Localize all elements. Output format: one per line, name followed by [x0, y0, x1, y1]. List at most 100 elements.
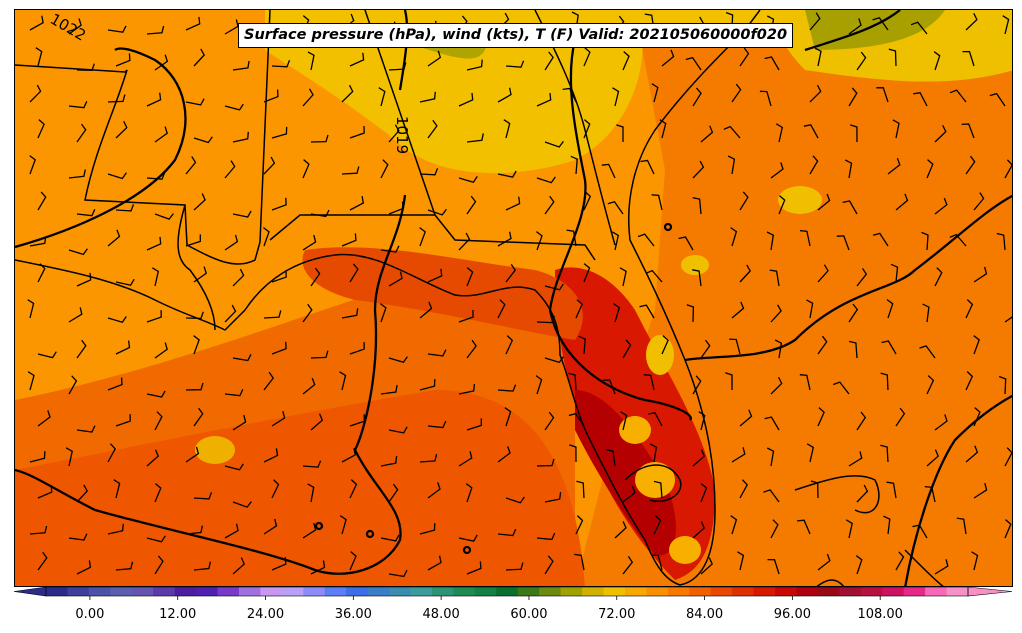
wind-barb: [185, 311, 204, 320]
wind-barb: [770, 376, 783, 395]
wind-barb: [1002, 15, 1010, 35]
wind-barb: [232, 501, 252, 508]
wind-barb: [115, 121, 128, 139]
colorbar-swatch: [260, 587, 283, 596]
wind-barb: [107, 443, 116, 463]
gulf-hot-band: [15, 390, 585, 586]
wind-barb: [817, 335, 828, 355]
wind-barb: [698, 411, 706, 431]
wind-barb: [115, 561, 134, 571]
wind-barb: [880, 372, 889, 391]
wind-barb: [427, 482, 441, 499]
colorbar-swatch: [174, 587, 197, 596]
wind-barb: [154, 342, 168, 359]
wind-barb: [466, 195, 477, 215]
storm-cell: [778, 186, 822, 214]
wind-barb: [35, 47, 43, 67]
wind-barb: [568, 412, 585, 427]
wind-barb: [466, 339, 477, 359]
wind-barb: [185, 16, 201, 31]
wind-barb: [349, 125, 365, 139]
wind-barb: [569, 444, 577, 463]
wind-barb: [107, 229, 121, 247]
wind-barb: [302, 460, 322, 468]
wind-barb: [224, 463, 244, 471]
wind-barb: [29, 15, 44, 31]
wind-barb: [544, 555, 554, 575]
wind-barb: [458, 92, 474, 107]
wind-barb: [620, 411, 628, 431]
wind-barb: [185, 98, 205, 106]
isobar-northeast: [804, 10, 901, 52]
colorbar-tick-label: 84.00: [685, 607, 724, 622]
wind-barb: [817, 553, 831, 571]
colorbar-swatch: [474, 587, 497, 596]
wind-barb: [146, 449, 159, 467]
wind-barb: [76, 339, 87, 359]
wind-barb: [37, 119, 45, 139]
wind-barb: [341, 308, 359, 319]
wind-barb: [809, 84, 822, 103]
wind-barb: [836, 235, 850, 251]
wind-barb: [924, 485, 936, 503]
wind-barb: [388, 483, 399, 503]
wind-barb: [154, 555, 164, 575]
olive-region: [805, 10, 945, 50]
wind-barb: [583, 119, 591, 139]
isobar-atlantic: [684, 194, 1012, 362]
wind-barb: [723, 125, 741, 139]
isobar-closed-small: [365, 529, 375, 539]
wind-barb: [107, 377, 123, 391]
colorbar-max-extend: [967, 586, 1013, 597]
weather-map: 1022 1019 Surface pressure (hPa), wind (…: [14, 9, 1013, 587]
colorbar-swatch: [517, 587, 540, 596]
wind-barb: [466, 267, 474, 287]
wind-barb: [68, 18, 82, 35]
wind-barb: [339, 515, 347, 535]
wind-barb: [886, 481, 897, 499]
wind-barb: [850, 124, 858, 143]
wind-barb: [763, 489, 780, 503]
wind-barb: [232, 268, 245, 287]
wind-barb: [107, 523, 124, 535]
wind-barb: [965, 13, 978, 31]
wind-barb: [685, 56, 702, 71]
wind-barb: [965, 155, 976, 175]
colorbar-swatch: [196, 587, 219, 596]
storm-cell: [646, 335, 674, 375]
wind-barb: [856, 484, 869, 503]
wind-barb: [934, 197, 948, 215]
wind-barb: [497, 446, 511, 463]
wind-barb: [739, 47, 750, 67]
wind-barb: [307, 483, 315, 503]
colorbar-swatch: [46, 587, 68, 596]
wind-barb: [622, 339, 632, 359]
wind-barb: [76, 63, 95, 71]
wind-barb: [774, 339, 783, 359]
wind-barb: [146, 92, 162, 107]
colorbar-tick-label: 108.00: [857, 607, 903, 622]
wind-barb: [107, 172, 127, 180]
colorbar-swatch: [817, 587, 840, 596]
wind-barb: [949, 233, 967, 247]
wind-barb: [263, 448, 279, 463]
wind-barb: [339, 371, 347, 391]
wind-barb: [37, 551, 48, 571]
colorbar-swatch: [153, 587, 176, 596]
colorbar-swatch: [281, 587, 304, 596]
wind-barb: [619, 267, 627, 287]
wind-barb: [27, 371, 35, 391]
wind-barb: [700, 339, 711, 359]
wind-barb: [770, 519, 779, 539]
colorbar-swatch: [882, 587, 905, 596]
wind-barb: [926, 449, 939, 467]
wind-barb: [892, 119, 900, 139]
wind-barb: [692, 269, 702, 287]
wind-barb: [729, 338, 741, 355]
wind-barb: [349, 263, 359, 283]
wind-barb: [427, 555, 442, 571]
wind-barb: [466, 561, 482, 575]
wind-barb: [37, 191, 47, 211]
wind-barb: [388, 62, 407, 71]
wind-barb: [576, 480, 585, 499]
